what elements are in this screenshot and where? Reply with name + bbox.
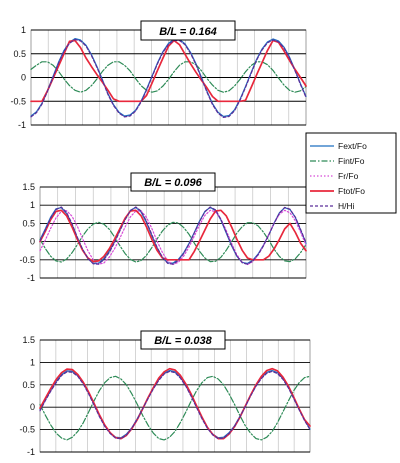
y-tick-label: 0.5 xyxy=(22,380,35,390)
series-line-fint-fo xyxy=(30,61,307,93)
y-tick-label: -1 xyxy=(27,447,35,457)
series-line-ftot-fo xyxy=(30,39,307,103)
y-tick-label: -0.5 xyxy=(19,255,35,265)
series-line-fint-fo xyxy=(39,221,307,263)
annotation-box-0: B/L = 0.164 xyxy=(140,20,236,41)
series-line-h-hi xyxy=(39,370,311,440)
y-tick-label: 0 xyxy=(30,237,35,247)
annotation-box-1: B/L = 0.096 xyxy=(130,172,216,192)
plot-area xyxy=(39,339,311,453)
series-line-ftot-fo xyxy=(39,367,311,440)
y-tick-label: 0 xyxy=(30,402,35,412)
annotation-label: B/L = 0.096 xyxy=(144,177,202,189)
legend-label-ftot-fo: Ftot/Fo xyxy=(338,186,365,196)
y-tick-label: -1 xyxy=(27,273,35,283)
legend-label-fr-fo: Fr/Fo xyxy=(338,171,359,181)
y-tick-label: 1.5 xyxy=(22,182,35,192)
chart-bl-0164: 1 0.5 0 -0.5 -1 xyxy=(10,25,307,130)
y-tick-label: 1 xyxy=(30,200,35,210)
series-line-h-hi xyxy=(39,206,307,265)
legend-label-h-hi: H/Hi xyxy=(338,201,355,211)
legend-label-fint-fo: Fint/Fo xyxy=(338,156,365,166)
y-tick-label: 0.5 xyxy=(13,49,26,59)
series-line-fint-fo xyxy=(39,375,311,441)
y-tick-label: 0.5 xyxy=(22,218,35,228)
y-tick-label: -0.5 xyxy=(10,96,26,106)
legend: Fext/Fo Fint/Fo Fr/Fo Ftot/Fo H/Hi xyxy=(305,132,397,214)
annotation-label: B/L = 0.164 xyxy=(159,26,217,38)
chart-bl-0096: 1.5 1 0.5 0 -0.5 -1 xyxy=(19,182,307,283)
chart-bl-0038: 1.5 1 0.5 0 -0.5 -1 xyxy=(19,335,311,457)
series-line-h-hi xyxy=(30,38,307,119)
y-tick-label: 1 xyxy=(30,357,35,367)
y-tick-label: -0.5 xyxy=(19,425,35,435)
annotation-label: B/L = 0.038 xyxy=(154,335,212,347)
y-tick-label: 1 xyxy=(21,25,26,35)
y-tick-label: 1.5 xyxy=(22,335,35,345)
y-tick-label: 0 xyxy=(21,73,26,83)
legend-label-fext-fo: Fext/Fo xyxy=(338,141,367,151)
annotation-box-2: B/L = 0.038 xyxy=(140,330,226,350)
y-tick-label: -1 xyxy=(18,120,26,130)
